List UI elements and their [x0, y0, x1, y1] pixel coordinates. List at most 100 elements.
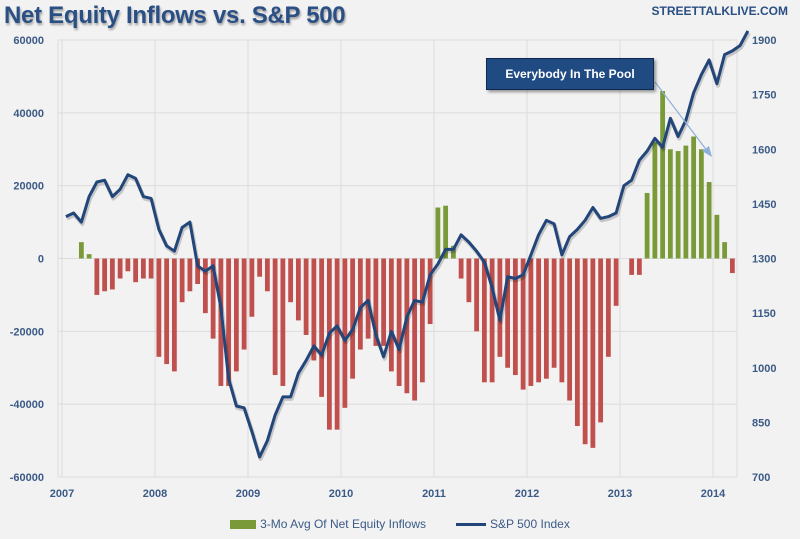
inflow-bar	[450, 245, 456, 259]
right-tick-label: 1000	[752, 363, 776, 375]
inflow-bar	[528, 258, 534, 386]
right-tick-label: 850	[752, 417, 770, 429]
inflow-bar	[272, 258, 278, 376]
left-axis-ticks: 60000 40000 20000 0 -20000 -40000 -60000	[10, 35, 44, 484]
inflow-bar	[148, 258, 154, 279]
left-tick-label: 20000	[13, 181, 44, 193]
inflow-bar	[94, 258, 100, 295]
inflow-bar	[729, 258, 735, 274]
inflow-bar	[698, 149, 704, 259]
inflow-bar	[226, 258, 232, 386]
inflow-bar	[574, 258, 580, 427]
right-tick-label: 1150	[752, 308, 776, 320]
inflow-bar	[210, 258, 216, 339]
callout-arrow	[654, 81, 709, 153]
right-tick-label: 1450	[752, 199, 776, 211]
inflow-bar	[350, 258, 356, 379]
legend-swatch-line	[456, 522, 486, 526]
left-tick-label: -40000	[10, 399, 44, 411]
inflow-bar	[629, 258, 635, 275]
inflow-bar	[202, 258, 208, 314]
inflow-bar	[326, 258, 332, 430]
x-tick-label: 2014	[701, 488, 726, 500]
right-tick-label: 1300	[752, 254, 776, 266]
inflow-bar	[559, 258, 565, 383]
inflow-bar	[551, 258, 557, 368]
inflow-bar	[187, 258, 193, 292]
inflow-bar	[474, 258, 480, 332]
legend: 3-Mo Avg Of Net Equity Inflows S&P 500 I…	[0, 517, 800, 531]
inflow-bar	[396, 258, 402, 386]
inflow-bars	[78, 90, 735, 448]
inflow-bar	[435, 207, 441, 259]
inflow-bar	[644, 192, 650, 259]
inflow-bar	[683, 145, 689, 259]
sp500-line-group	[65, 30, 751, 461]
x-tick-label: 2010	[329, 488, 353, 500]
inflow-bar	[140, 258, 146, 279]
inflow-bar	[691, 136, 697, 259]
inflow-bar	[117, 258, 123, 279]
inflow-bar	[636, 258, 642, 275]
inflow-bar	[412, 258, 418, 401]
inflow-bar	[660, 90, 666, 259]
right-axis-ticks: 1900 1750 1600 1450 1300 1150 1000 850 700	[752, 35, 776, 484]
brand-watermark: STREETTALKLIVE.COM	[651, 4, 788, 18]
x-tick-label: 2007	[50, 488, 74, 500]
grid-lines	[57, 39, 738, 478]
inflow-bar	[295, 258, 301, 321]
inflow-bar	[590, 258, 596, 448]
inflow-bar	[233, 258, 239, 372]
inflow-bar	[497, 258, 503, 357]
left-tick-label: -20000	[10, 326, 44, 338]
x-tick-label: 2011	[422, 488, 446, 500]
inflow-bar	[288, 258, 294, 303]
inflow-bar	[311, 258, 317, 361]
callout-arrow-head	[702, 146, 712, 157]
inflow-bar	[419, 258, 425, 383]
x-tick-label: 2008	[143, 488, 167, 500]
inflow-bar	[706, 182, 712, 259]
inflow-bar	[357, 258, 363, 350]
inflow-bar	[133, 258, 139, 283]
inflow-bar	[156, 258, 162, 357]
inflow-bar	[598, 258, 604, 423]
inflow-bar	[249, 258, 255, 317]
inflow-bar	[319, 258, 325, 397]
inflow-bar	[109, 258, 115, 290]
x-tick-label: 2012	[515, 488, 539, 500]
legend-item-sp500[interactable]: S&P 500 Index	[456, 517, 570, 531]
inflow-bar	[582, 258, 588, 445]
inflow-bar	[86, 254, 92, 259]
inflow-bar	[218, 258, 224, 386]
legend-label-inflows: 3-Mo Avg Of Net Equity Inflows	[260, 517, 426, 531]
legend-item-inflows[interactable]: 3-Mo Avg Of Net Equity Inflows	[230, 517, 426, 531]
x-axis-ticks: 2007 2008 2009 2010 2011 2012 2013 2014	[50, 488, 726, 500]
inflow-bar	[543, 258, 549, 379]
left-tick-label: 0	[38, 254, 44, 266]
inflow-bar	[388, 258, 394, 372]
x-tick-label: 2013	[608, 488, 632, 500]
inflow-bar	[264, 258, 270, 292]
inflow-bar	[404, 258, 410, 394]
right-tick-label: 700	[752, 472, 770, 484]
inflow-bar	[125, 258, 131, 272]
sp500-line	[65, 30, 750, 459]
inflow-bar	[489, 258, 495, 383]
inflow-bar	[667, 149, 673, 259]
chart-title: Net Equity Inflows vs. S&P 500	[4, 2, 346, 29]
inflow-bar	[257, 258, 263, 277]
legend-label-sp500: S&P 500 Index	[490, 517, 570, 531]
inflow-bar	[342, 258, 348, 408]
inflow-bar	[365, 258, 371, 339]
inflow-bar	[102, 258, 108, 292]
inflow-bar	[373, 258, 379, 346]
inflow-bar	[241, 258, 247, 350]
inflow-bar	[481, 258, 487, 383]
inflow-bar	[427, 258, 433, 325]
right-tick-label: 1900	[752, 35, 776, 47]
inflow-bar	[171, 258, 177, 372]
inflow-bar	[605, 258, 611, 357]
inflow-bar	[381, 258, 387, 346]
